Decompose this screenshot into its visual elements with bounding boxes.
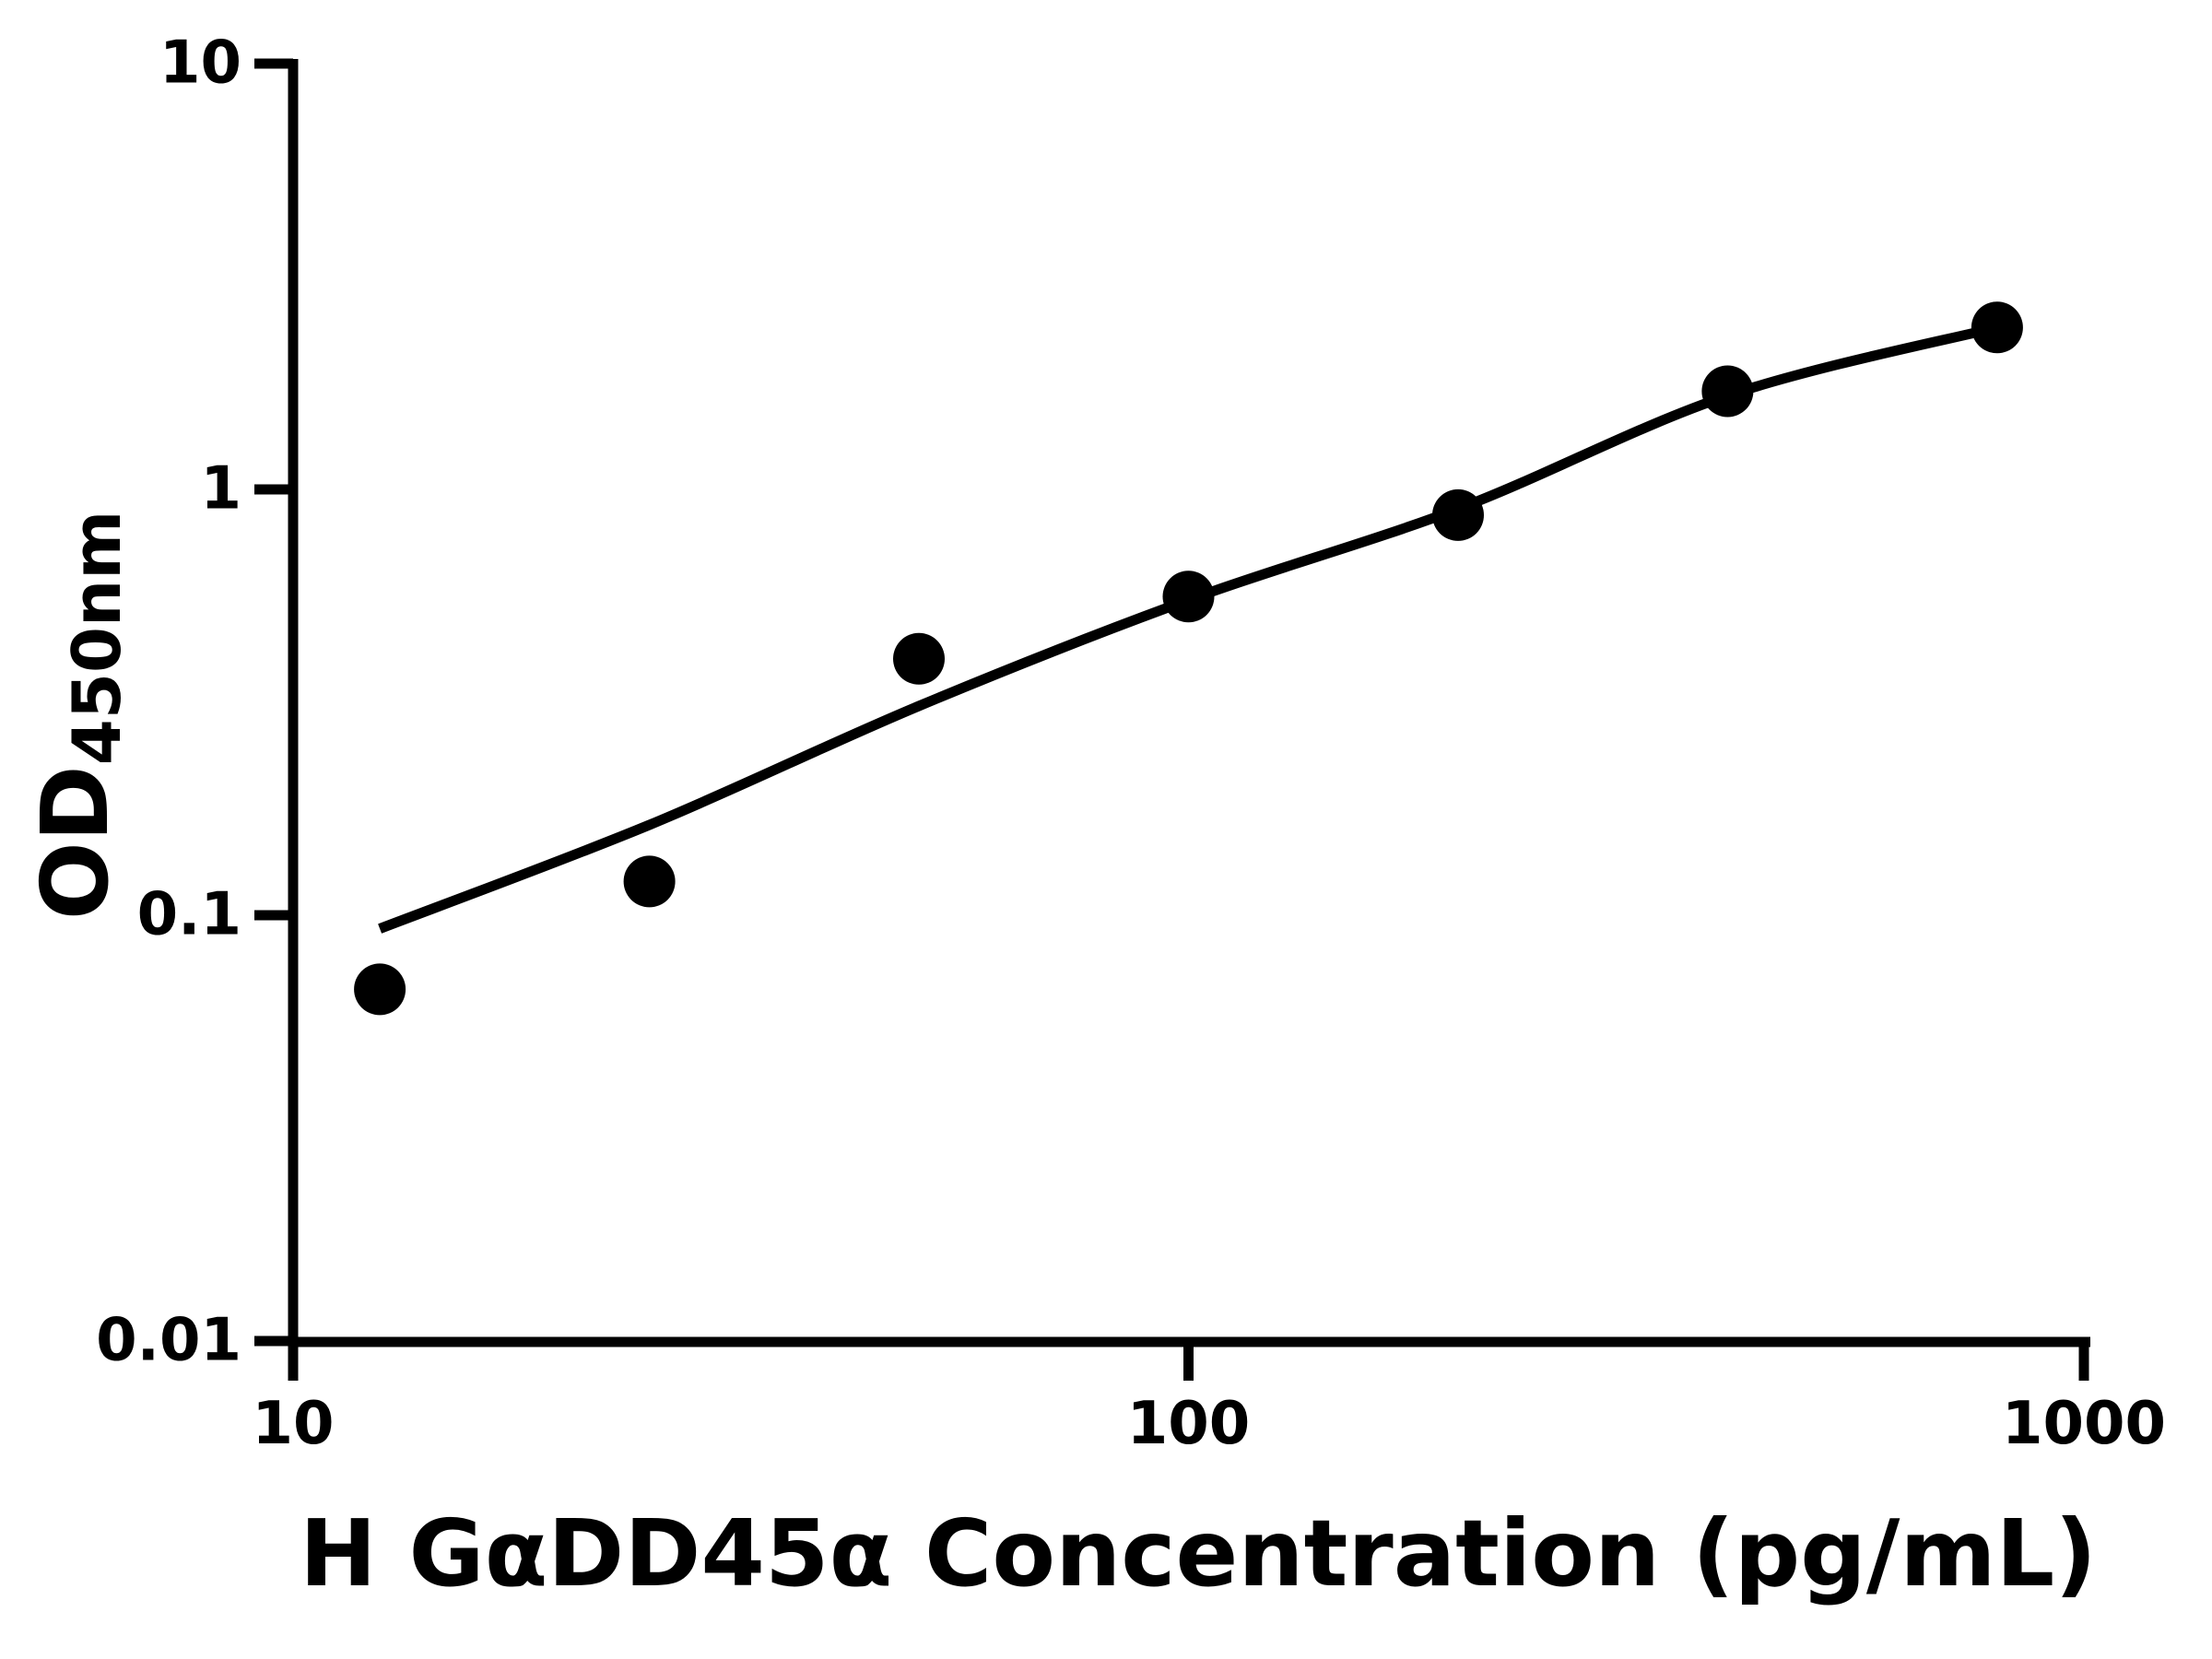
y-tick-label-0.1: 0.1 (136, 880, 241, 949)
y-tick-label-1: 1 (200, 454, 241, 524)
fit-curve (378, 322, 1999, 934)
data-point-4 (1162, 571, 1215, 623)
data-point-7 (1971, 301, 2023, 354)
data-point-2 (623, 855, 676, 908)
y-axis-title-main: OD (21, 765, 129, 921)
data-point-1 (354, 963, 406, 1016)
x-tick-label-10: 10 (252, 1390, 335, 1458)
y-tick-label-10: 10 (159, 29, 241, 98)
x-axis-title: H GαDD45α Concentration (pg/mL) (300, 1500, 2097, 1607)
data-point-6 (1701, 365, 1754, 418)
data-point-3 (893, 632, 945, 685)
x-tick-label-100: 100 (1126, 1390, 1251, 1458)
y-axis-title-subscript: 450nm (58, 510, 135, 766)
y-axis-title: OD450nm (21, 511, 135, 921)
y-tick-label-0.01: 0.01 (96, 1306, 241, 1375)
x-tick-label-1000: 1000 (2001, 1390, 2167, 1458)
data-point-5 (1432, 488, 1484, 541)
